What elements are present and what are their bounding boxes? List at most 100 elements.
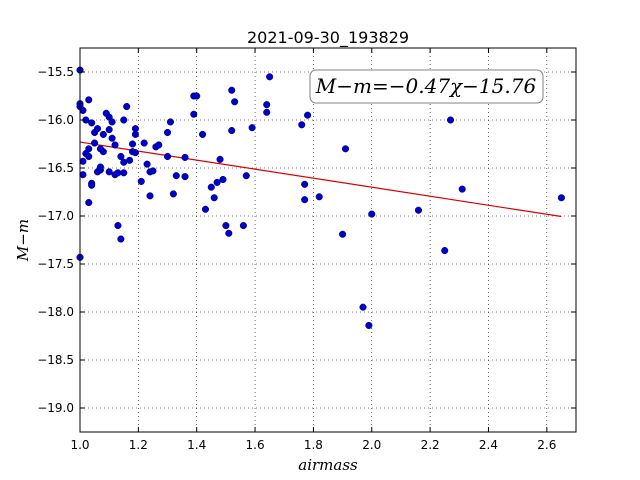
data-point (99, 148, 107, 156)
fit-equation-frame (309, 69, 544, 104)
fit-line-layer (79, 141, 562, 218)
data-point (172, 172, 180, 180)
data-point (225, 229, 233, 237)
data-point (99, 130, 107, 138)
data-point (108, 134, 116, 142)
data-point (79, 171, 87, 179)
data-point (201, 205, 210, 213)
data-point (193, 92, 201, 100)
data-point (222, 222, 230, 230)
y-tick-label: −15.5 (37, 65, 74, 79)
data-point (242, 172, 250, 180)
data-point (231, 98, 239, 106)
x-tick-label: 1.0 (70, 438, 89, 452)
data-point (298, 121, 306, 129)
data-point (131, 130, 139, 138)
data-point (105, 168, 113, 176)
data-point (137, 177, 145, 185)
data-point (301, 196, 309, 204)
data-point (458, 185, 466, 193)
y-tick-label: −18.5 (37, 353, 74, 367)
data-point (131, 149, 139, 157)
data-point (166, 118, 174, 126)
y-tick-label: −16.5 (37, 161, 74, 175)
fit-line (79, 141, 562, 218)
data-points (76, 66, 565, 329)
fit-equation-box: M−m=−0.47χ−15.76 (309, 69, 544, 104)
data-point (557, 194, 565, 202)
data-point (414, 206, 422, 214)
data-point (365, 321, 373, 329)
data-point (441, 247, 449, 255)
y-tick-label: −18.0 (37, 305, 74, 319)
plot-frame (79, 47, 577, 433)
data-point (155, 141, 163, 149)
y-tick-label: −19.0 (37, 401, 74, 415)
data-point (117, 235, 125, 243)
data-point (446, 116, 455, 124)
data-point (85, 96, 93, 104)
data-point (88, 119, 96, 127)
data-point (359, 303, 367, 311)
data-point (96, 163, 104, 171)
data-point (108, 118, 116, 126)
data-point (126, 156, 134, 164)
x-tick-label: 1.2 (129, 438, 148, 452)
data-point (85, 199, 93, 207)
data-point (79, 157, 87, 165)
chart-title: 2021-09-30_193829 (247, 28, 409, 48)
data-point (85, 145, 93, 153)
data-point (263, 108, 271, 116)
x-tick-label: 2.2 (421, 438, 440, 452)
x-tick-label: 1.6 (246, 438, 265, 452)
data-point (239, 222, 247, 230)
data-point (210, 194, 218, 202)
data-point (114, 222, 122, 230)
x-tick-label: 1.8 (304, 438, 323, 452)
x-tick-label: 2.4 (479, 438, 498, 452)
y-axis-ticks: −15.5 −16.0 −16.5 −17.0 −17.5 −18.0 −18.5 −19.0 (37, 65, 576, 415)
data-point (93, 125, 102, 133)
data-point (105, 126, 113, 134)
x-axis-ticks: 1.0 1.2 1.4 1.6 1.8 2.0 2.2 2.4 2.6 (70, 48, 556, 452)
data-point (79, 106, 87, 114)
data-point (216, 155, 224, 163)
data-point (85, 152, 93, 161)
data-point (169, 190, 177, 198)
data-point (88, 181, 96, 189)
data-point (123, 103, 131, 111)
x-axis-label: airmass (298, 456, 358, 474)
data-point (263, 101, 271, 109)
data-point (163, 128, 172, 137)
data-point (190, 110, 198, 118)
data-point (111, 141, 119, 149)
data-point (181, 173, 189, 181)
data-point (117, 152, 125, 161)
data-point (149, 167, 157, 175)
data-point (304, 111, 312, 119)
y-tick-label: −17.5 (37, 257, 74, 271)
y-tick-label: −17.0 (37, 209, 74, 223)
data-point (341, 145, 350, 153)
x-tick-label: 1.4 (187, 438, 206, 452)
data-point (213, 178, 221, 186)
data-point (301, 180, 309, 188)
data-point (181, 153, 189, 161)
x-tick-label: 2.0 (362, 438, 381, 452)
data-point (228, 86, 236, 94)
data-point (163, 152, 172, 161)
y-axis-label: M−m (14, 219, 32, 262)
data-point (91, 139, 99, 147)
data-point (339, 230, 347, 238)
data-point (315, 193, 323, 201)
x-tick-label: 2.6 (537, 438, 556, 452)
data-point (143, 160, 151, 168)
data-point (198, 130, 207, 138)
y-tick-label: −16.0 (37, 113, 74, 127)
data-point (128, 140, 137, 148)
grid (79, 48, 576, 432)
data-point (266, 73, 274, 81)
data-point (368, 210, 376, 218)
data-point (219, 175, 227, 184)
